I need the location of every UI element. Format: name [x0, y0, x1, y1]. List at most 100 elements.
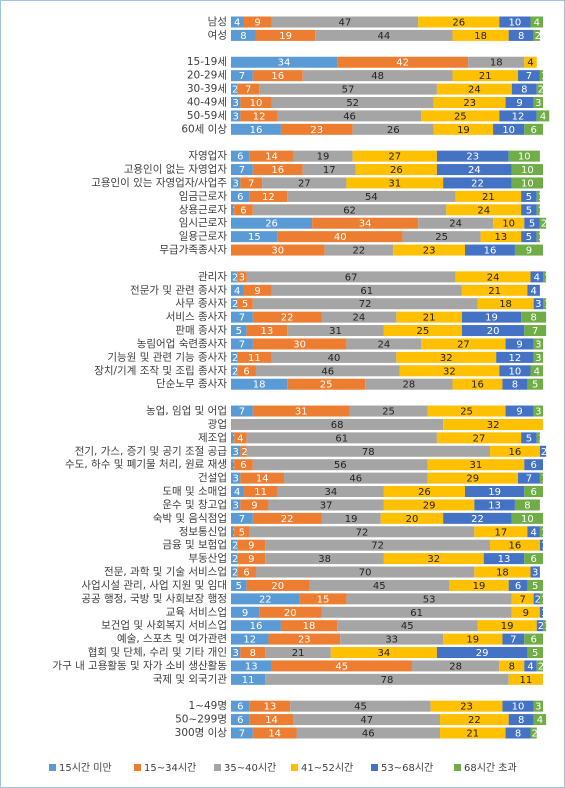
bar-segment: [252, 727, 297, 739]
value-label: 2: [232, 541, 238, 552]
value-label: 9: [526, 246, 532, 257]
value-label: 48: [371, 71, 384, 82]
bar-segment: [536, 620, 543, 632]
value-label: 70: [359, 568, 372, 579]
value-label: 47: [339, 18, 352, 29]
value-label: 9: [248, 541, 254, 552]
value-label: 4: [530, 286, 536, 297]
bar-segment: [231, 16, 244, 28]
value-label: 61: [410, 608, 423, 619]
bar-segment: [539, 593, 543, 605]
bar-segment: [521, 231, 537, 243]
value-label: 5: [242, 299, 248, 310]
value-label: 53: [423, 594, 436, 605]
bar-segment: [296, 727, 441, 739]
value-label: 68: [331, 420, 344, 431]
bar-segment: [427, 472, 519, 484]
bar-segment: [352, 123, 434, 135]
bar-segment: [243, 16, 272, 28]
category-label: 임시근로자: [179, 216, 228, 229]
value-label: 1: [541, 527, 547, 538]
value-label: 38: [318, 554, 331, 565]
bar-segment: [240, 647, 266, 659]
bar-segment: [533, 593, 540, 605]
bar-segment: [252, 311, 322, 323]
bar-segment: [330, 647, 437, 659]
bar-segment: [393, 244, 465, 256]
value-label: 16: [509, 447, 522, 458]
bar-segment: [231, 204, 235, 216]
bar-segment: [231, 714, 250, 726]
bar-segment: [231, 177, 241, 189]
bar-segment: [436, 150, 509, 162]
value-label: 10: [521, 514, 534, 525]
value-label: 3: [232, 98, 238, 109]
bar-segment: [380, 512, 444, 524]
legend-label: 53~68시간: [381, 762, 433, 774]
bar-segment: [511, 512, 543, 524]
value-label: 5: [239, 527, 245, 538]
bar-segment: [249, 150, 294, 162]
bar-segment: [302, 164, 356, 176]
value-label: 0: [538, 58, 544, 69]
bar-segment: [240, 110, 278, 122]
value-label: 26: [387, 125, 400, 136]
value-label: 47: [360, 715, 373, 726]
bar-segment: [527, 579, 543, 591]
bar-segment: [505, 727, 531, 739]
category-label: 교육 서비스업: [166, 605, 227, 618]
bar-segment: [231, 56, 338, 68]
bar-segment: [231, 164, 253, 176]
value-label: 31: [329, 326, 342, 337]
bar-segment: [237, 271, 247, 283]
value-label: 6: [530, 554, 536, 565]
bar-segment: [502, 378, 528, 390]
value-label: 9: [248, 554, 254, 565]
value-label: 7: [239, 514, 245, 525]
value-label: 13: [495, 232, 508, 243]
bar-segment: [524, 633, 543, 645]
value-label: 2: [541, 447, 547, 458]
value-label: 25: [320, 380, 333, 391]
value-label: 8: [509, 661, 515, 672]
bar-segment: [231, 673, 266, 685]
bar-segment: [383, 325, 462, 337]
category-label: 광업: [208, 417, 227, 430]
value-label: 72: [359, 299, 372, 310]
value-label: 10: [512, 702, 525, 713]
value-label: 29: [476, 648, 489, 659]
value-label: 72: [371, 541, 384, 552]
value-label: 9: [516, 407, 522, 418]
value-label: 16: [484, 246, 497, 257]
value-label: 30: [271, 246, 284, 257]
bar-segment: [502, 633, 525, 645]
value-label: 18: [499, 299, 512, 310]
bar-segment: [246, 432, 437, 444]
bar-segment: [530, 365, 543, 377]
bar-segment: [231, 660, 272, 672]
bar-segment: [255, 29, 316, 41]
bar-segment: [418, 217, 494, 229]
value-label: 9: [242, 608, 248, 619]
bar-segment: [231, 445, 241, 457]
value-label: 6: [515, 581, 521, 592]
bar-segment: [527, 526, 540, 538]
bar-segment: [355, 164, 437, 176]
bar-segment: [461, 311, 522, 323]
value-label: 19: [466, 635, 479, 646]
bar-segment: [271, 284, 462, 296]
value-label: 15: [317, 594, 330, 605]
bar-segment: [524, 217, 540, 229]
value-label: 46: [321, 366, 334, 377]
category-label: 국제 및 외국기관: [153, 673, 228, 685]
bar-segment: [508, 150, 540, 162]
value-label: 1: [544, 299, 550, 310]
value-label: 45: [335, 661, 348, 672]
bar-segment: [231, 566, 238, 578]
bar-segment: [499, 660, 525, 672]
value-label: 7: [239, 407, 245, 418]
bar-segment: [524, 459, 543, 471]
value-label: 46: [362, 729, 375, 740]
bar-segment: [237, 553, 266, 565]
bar-segment: [511, 83, 537, 95]
